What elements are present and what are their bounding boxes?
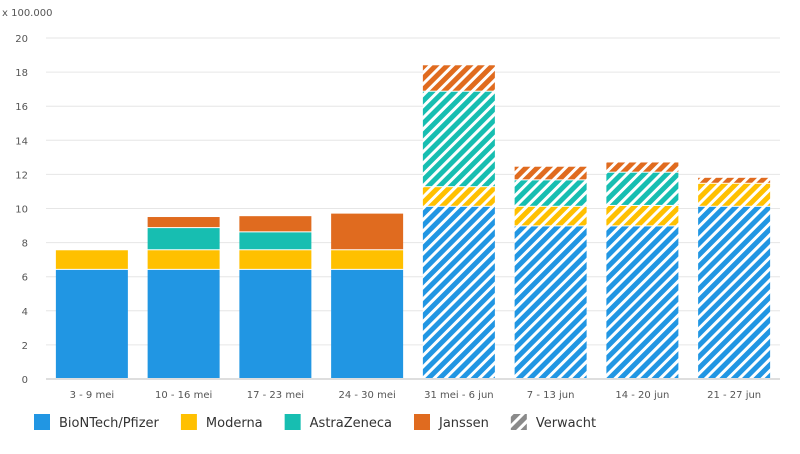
legend-item-astrazeneca[interactable]: AstraZeneca — [284, 414, 392, 431]
bar-janssen-31-mei-6-jun — [422, 65, 495, 91]
legend-swatch — [510, 414, 527, 430]
y-tick-label: 16 — [15, 102, 28, 113]
legend-swatch — [180, 414, 197, 430]
bar-biontech-pfizer-14-20-jun — [606, 226, 679, 378]
legend-item-moderna[interactable]: Moderna — [180, 414, 263, 431]
bar-moderna-21-27-jun — [698, 183, 771, 206]
legend-swatch — [34, 414, 50, 430]
legend-label: Moderna — [206, 416, 263, 431]
bar-moderna-14-20-jun — [606, 205, 679, 226]
bar-moderna-10-16-mei — [147, 250, 220, 269]
bar-astrazeneca-7-13-jun — [514, 180, 587, 206]
bars — [55, 65, 771, 378]
y-tick-label: 18 — [15, 68, 28, 79]
x-tick-label: 17 - 23 mei — [247, 390, 304, 401]
bar-biontech-pfizer-7-13-jun — [514, 226, 587, 378]
bar-biontech-pfizer-31-mei-6-jun — [422, 206, 495, 378]
bar-janssen-7-13-jun — [514, 166, 587, 180]
bar-moderna-7-13-jun — [514, 206, 587, 226]
x-tick-label: 7 - 13 jun — [527, 390, 575, 401]
legend-label: Verwacht — [536, 416, 596, 431]
bar-moderna-3-9-mei — [55, 250, 128, 269]
legend-item-verwacht[interactable]: Verwacht — [510, 414, 596, 431]
bar-moderna-17-23-mei — [239, 250, 312, 269]
bar-astrazeneca-17-23-mei — [239, 232, 312, 250]
y-tick-label: 8 — [22, 239, 28, 250]
bar-astrazeneca-14-20-jun — [606, 172, 679, 205]
legend-item-biontech-pfizer[interactable]: BioNTech/Pfizer — [34, 414, 160, 431]
x-tick-label: 31 mei - 6 jun — [424, 390, 494, 401]
x-axis: 3 - 9 mei 10 - 16 mei 17 - 23 mei 24 - 30 m… — [70, 390, 762, 401]
legend: BioNTech/Pfizer Moderna AstraZeneca Janssen… — [34, 414, 596, 431]
x-tick-label: 14 - 20 jun — [615, 390, 669, 401]
bar-janssen-17-23-mei — [239, 216, 312, 232]
y-tick-label: 2 — [22, 341, 28, 352]
bar-astrazeneca-31-mei-6-jun — [422, 91, 495, 187]
bar-moderna-31-mei-6-jun — [422, 187, 495, 206]
y-tick-label: 0 — [22, 375, 28, 386]
x-tick-label: 3 - 9 mei — [70, 390, 115, 401]
y-unit-label: x 100.000 — [2, 8, 52, 19]
y-tick-label: 10 — [15, 205, 28, 216]
y-tick-label: 4 — [22, 307, 28, 318]
bar-janssen-24-30-mei — [331, 213, 404, 250]
legend-label: AstraZeneca — [310, 416, 392, 431]
y-axis: 0 2 4 6 8 10 12 14 16 18 20 — [15, 34, 28, 386]
legend-item-janssen[interactable]: Janssen — [414, 414, 489, 431]
bar-moderna-24-30-mei — [331, 250, 404, 269]
legend-label: BioNTech/Pfizer — [59, 416, 160, 431]
x-tick-label: 24 - 30 mei — [338, 390, 395, 401]
legend-swatch — [284, 414, 301, 430]
x-tick-label: 21 - 27 jun — [707, 390, 761, 401]
bar-janssen-21-27-jun — [698, 177, 771, 183]
x-tick-label: 10 - 16 mei — [155, 390, 212, 401]
y-tick-label: 12 — [15, 170, 28, 181]
bar-biontech-pfizer-24-30-mei — [331, 269, 404, 378]
legend-label: Janssen — [438, 416, 489, 431]
bar-astrazeneca-10-16-mei — [147, 228, 220, 250]
bar-biontech-pfizer-3-9-mei — [55, 269, 128, 378]
bar-biontech-pfizer-10-16-mei — [147, 269, 220, 378]
y-tick-label: 14 — [15, 136, 28, 147]
bar-biontech-pfizer-21-27-jun — [698, 206, 771, 378]
y-tick-label: 6 — [22, 273, 28, 284]
bar-janssen-14-20-jun — [606, 162, 679, 172]
bar-biontech-pfizer-17-23-mei — [239, 269, 312, 378]
bar-janssen-10-16-mei — [147, 217, 220, 228]
legend-swatch — [414, 414, 430, 430]
y-tick-label: 20 — [15, 34, 28, 45]
